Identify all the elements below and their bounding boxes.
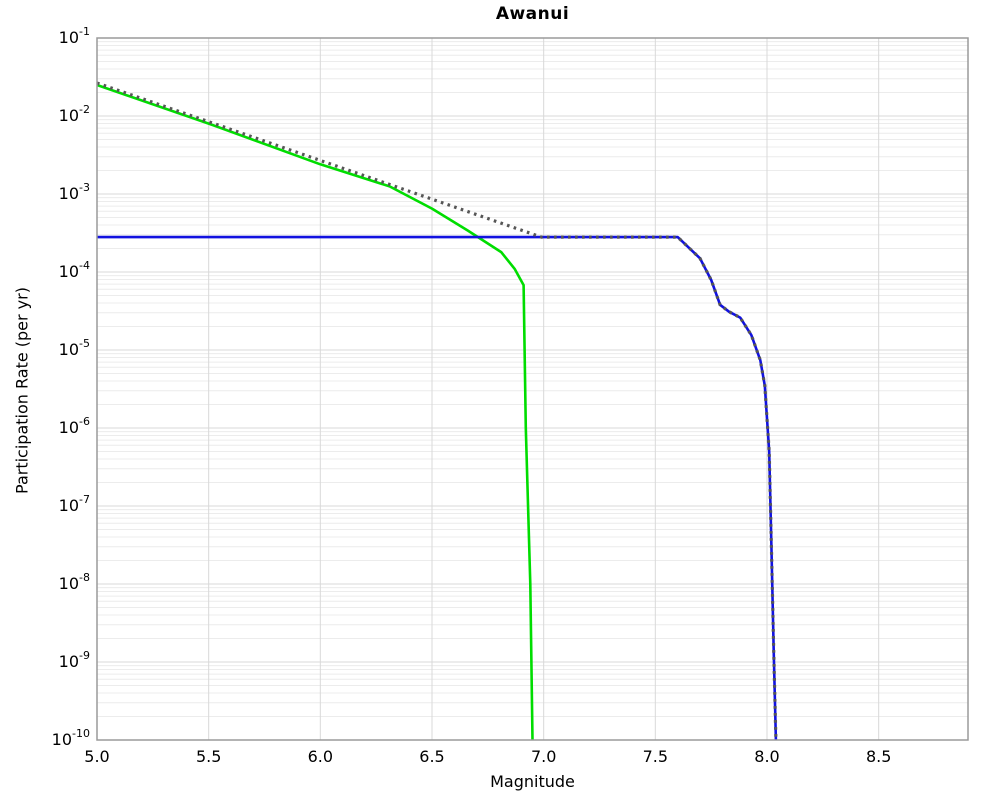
x-tick-label: 6.0 [308,747,333,766]
y-tick-label: 10-1 [59,25,90,47]
y-tick-label: 10-3 [59,181,90,203]
x-tick-label: 7.0 [531,747,556,766]
series-group [97,81,778,740]
horizontal-minor-gridlines [97,41,968,718]
series-green-solid-curve [97,83,534,740]
x-tick-label: 5.5 [196,747,221,766]
x-tick-label: 8.5 [866,747,891,766]
y-tick-labels: 10-1 10-2 10-3 10-4 10-5 10-6 10-7 10-8 10-9 10-1… [52,25,90,749]
y-tick-label: 10-2 [59,103,90,125]
y-tick-label: 10-4 [59,259,90,281]
y-tick-label: 10-7 [59,493,90,515]
y-tick-label: 10-6 [59,415,90,437]
x-axis-title: Magnitude [490,772,575,791]
x-tick-label: 5.0 [84,747,109,766]
x-tick-label: 7.5 [643,747,668,766]
plot-frame [96,37,969,741]
y-tick-label: 10-5 [59,337,90,359]
vertical-gridlines [96,38,880,740]
y-tick-label: 10-8 [59,571,90,593]
y-tick-label: 10-10 [52,727,90,749]
chart-title: Awanui [495,4,570,24]
horizontal-major-gridlines [97,37,968,741]
x-tick-label: 6.5 [419,747,444,766]
y-tick-label: 10-9 [59,649,90,671]
x-tick-label: 8.0 [754,747,779,766]
x-tick-labels: 5.0 5.5 6.0 6.5 7.0 7.5 8.0 8.5 [84,747,891,766]
series-gray-dotted-curve [97,81,778,740]
